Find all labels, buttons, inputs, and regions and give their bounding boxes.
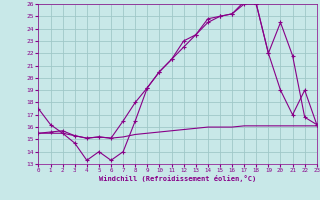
X-axis label: Windchill (Refroidissement éolien,°C): Windchill (Refroidissement éolien,°C) [99, 175, 256, 182]
